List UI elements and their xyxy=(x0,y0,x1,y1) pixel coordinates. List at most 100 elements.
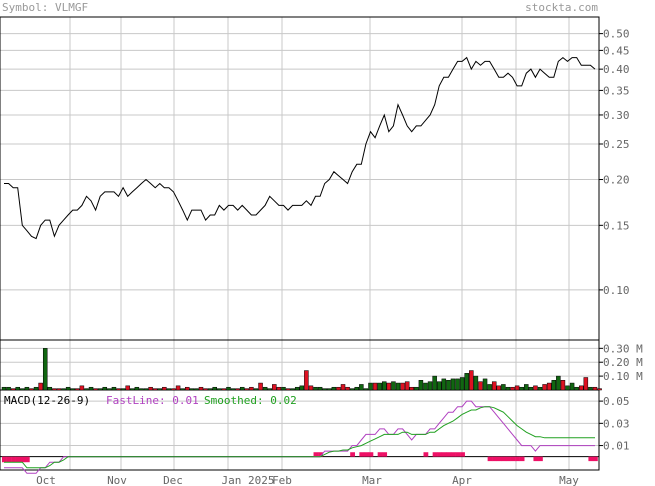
volume-bar xyxy=(281,386,286,391)
volume-bar xyxy=(446,380,451,391)
macd-panel-frame xyxy=(0,389,600,471)
volume-bar xyxy=(372,382,378,391)
volume-bar xyxy=(359,384,364,391)
volume-bar xyxy=(322,388,327,391)
volume-bar xyxy=(386,382,392,391)
volume-bar xyxy=(88,386,94,391)
volume-bar xyxy=(336,386,341,391)
volume-bar xyxy=(414,386,419,391)
volume-bar xyxy=(432,375,437,391)
volume-bar xyxy=(134,386,140,391)
volume-bar xyxy=(537,386,543,391)
price-tick-label: 0.35 xyxy=(603,84,630,97)
volume-bar xyxy=(391,381,396,391)
volume-bar xyxy=(235,388,240,391)
volume-bar xyxy=(377,382,382,391)
volume-bar xyxy=(162,386,167,391)
volume-bar xyxy=(482,378,488,391)
volume-bar xyxy=(125,385,130,391)
volume-bar xyxy=(20,388,25,391)
macd-hist-bar xyxy=(359,452,365,457)
volume-bar xyxy=(120,388,126,391)
volume-bar xyxy=(1,386,7,391)
volume-bar xyxy=(166,388,172,391)
volume-bar xyxy=(551,380,557,391)
volume-bar xyxy=(38,382,43,391)
volume-bar xyxy=(546,382,552,391)
volume-bar xyxy=(24,386,30,391)
volume-bar xyxy=(427,381,433,391)
volume-tick-label: 0.30 M xyxy=(603,342,643,355)
volume-bar xyxy=(157,388,163,391)
macd-hist-bar xyxy=(441,452,447,457)
volume-bar xyxy=(6,386,11,391)
volume-bar xyxy=(276,386,282,391)
volume-bar xyxy=(423,382,428,391)
volume-bar xyxy=(267,388,272,391)
volume-bar xyxy=(65,386,71,391)
volume-bar xyxy=(308,385,314,391)
volume-bar xyxy=(84,388,89,391)
volume-bar xyxy=(152,388,158,391)
volume-bar xyxy=(487,384,492,391)
price-tick-label: 0.10 xyxy=(603,284,630,297)
macd-hist-bar xyxy=(515,456,520,462)
volume-bar xyxy=(395,382,401,391)
macd-hist-bar xyxy=(593,456,598,462)
x-tick-label: Mar xyxy=(362,474,382,486)
volume-axis: 0.30 M0.20 M0.10 M xyxy=(599,342,643,383)
macd-hist-bar xyxy=(533,456,539,462)
volume-bar xyxy=(139,388,144,391)
macd-hist-bar xyxy=(363,452,369,457)
macd-smoothed-line xyxy=(4,406,595,469)
price-axis: 0.50 0.45 0.40 0.35 0.30 0.25 0.20 0.15 0.10 xyxy=(599,28,630,297)
macd-hist-bar xyxy=(350,452,355,457)
volume-bar xyxy=(565,385,570,391)
volume-bar xyxy=(253,388,259,391)
macd-hist-bar xyxy=(501,456,507,462)
macd-hist-bar xyxy=(446,452,452,457)
volume-bar xyxy=(400,382,405,391)
price-tick-label: 0.45 xyxy=(603,44,630,57)
macd-hist-bar xyxy=(455,452,461,457)
volume-bar xyxy=(294,386,300,391)
macd-hist-bar xyxy=(11,456,16,463)
price-tick-label: 0.30 xyxy=(603,109,630,122)
volume-bar xyxy=(464,373,469,391)
macd-hist-bar xyxy=(24,456,30,463)
volume-bar xyxy=(143,388,149,391)
volume-bar xyxy=(56,388,62,391)
macd-hist-bar xyxy=(450,452,456,457)
volume-bar xyxy=(441,378,447,391)
volume-tick-label: 0.20 M xyxy=(603,356,643,369)
volume-bar xyxy=(272,384,277,391)
volume-bar xyxy=(436,381,442,391)
volume-bar xyxy=(130,388,135,391)
x-tick-label: Feb xyxy=(272,474,292,486)
volume-bar xyxy=(203,388,208,391)
price-tick-label: 0.15 xyxy=(603,219,630,232)
volume-bar xyxy=(340,384,346,391)
volume-bar xyxy=(496,385,502,391)
macd-hist-bar xyxy=(382,452,388,457)
volume-bar xyxy=(226,386,231,391)
price-line xyxy=(4,56,596,240)
volume-bar xyxy=(505,386,511,391)
macd-hist-bar xyxy=(368,452,374,457)
volume-bar xyxy=(111,386,117,391)
macd-hist-bar xyxy=(510,456,516,462)
macd-hist-bar xyxy=(6,456,12,463)
macd-hist-bar xyxy=(423,452,429,457)
volume-bar xyxy=(533,385,538,391)
volume-bar xyxy=(569,382,575,391)
volume-bar xyxy=(317,386,323,391)
volume-bar xyxy=(93,388,98,391)
x-tick-label: Dec xyxy=(163,474,183,486)
volume-bar xyxy=(97,388,103,391)
macd-hist-bar xyxy=(2,456,7,463)
x-tick-label: Jan 2025 xyxy=(222,474,275,486)
macd-fast-label: FastLine: 0.01 xyxy=(106,394,199,407)
x-tick-label: Apr xyxy=(452,474,472,486)
volume-bar xyxy=(198,386,204,391)
